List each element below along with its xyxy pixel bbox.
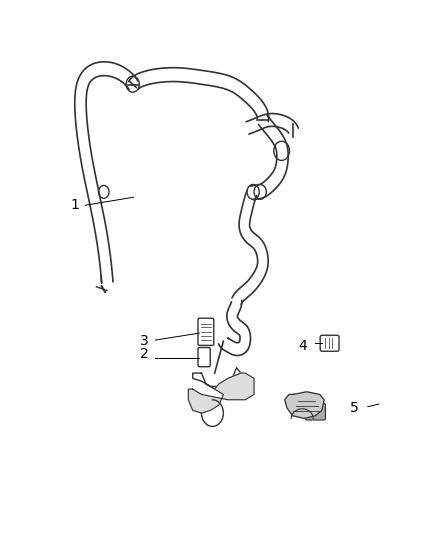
- FancyBboxPatch shape: [198, 348, 210, 367]
- Text: 5: 5: [350, 401, 359, 415]
- FancyBboxPatch shape: [320, 335, 339, 351]
- Text: 3: 3: [140, 334, 149, 348]
- Polygon shape: [285, 392, 324, 418]
- Text: 2: 2: [140, 348, 149, 361]
- FancyBboxPatch shape: [305, 403, 325, 420]
- Text: 1: 1: [70, 198, 79, 212]
- Text: 4: 4: [298, 340, 307, 353]
- Polygon shape: [188, 373, 254, 413]
- FancyBboxPatch shape: [198, 318, 214, 345]
